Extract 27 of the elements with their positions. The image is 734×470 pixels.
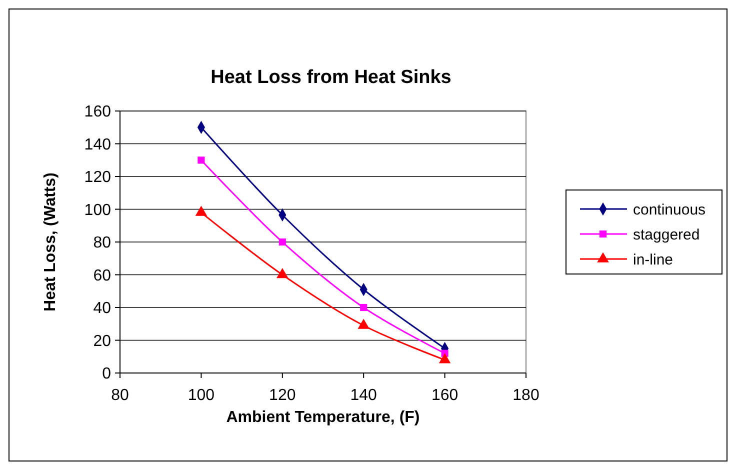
point <box>276 268 288 278</box>
y-tick-label: 140 <box>84 136 112 154</box>
x-tick-label: 80 <box>111 387 129 404</box>
y-tick-label: 100 <box>84 202 112 219</box>
y-tick-label: 60 <box>93 267 112 284</box>
legend-label: continuous <box>633 201 706 218</box>
y-tick-label: 20 <box>93 332 112 350</box>
y-tick-label: 80 <box>93 234 112 252</box>
x-tick-label: 160 <box>431 387 458 404</box>
y-axis-title: Heat Loss, (Watts) <box>42 172 59 312</box>
y-tick-label: 0 <box>102 366 112 383</box>
x-tick-label: 120 <box>269 387 296 404</box>
x-axis-title: Ambient Temperature, (F) <box>226 409 420 426</box>
x-tick-label: 140 <box>350 387 378 404</box>
point <box>358 318 370 329</box>
point <box>438 353 451 364</box>
x-tick-label: 180 <box>512 387 540 404</box>
y-tick-label: 40 <box>93 300 112 318</box>
legend-label: in-line <box>633 251 674 268</box>
chart-title: Heat Loss from Heat Sinks <box>210 67 452 88</box>
point <box>360 304 368 312</box>
point <box>198 156 205 164</box>
x-tick-label: 100 <box>188 387 215 404</box>
y-tick-label: 160 <box>84 104 112 121</box>
point <box>278 238 286 246</box>
y-tick-label: 120 <box>84 169 112 186</box>
legend-label: staggered <box>633 226 700 244</box>
